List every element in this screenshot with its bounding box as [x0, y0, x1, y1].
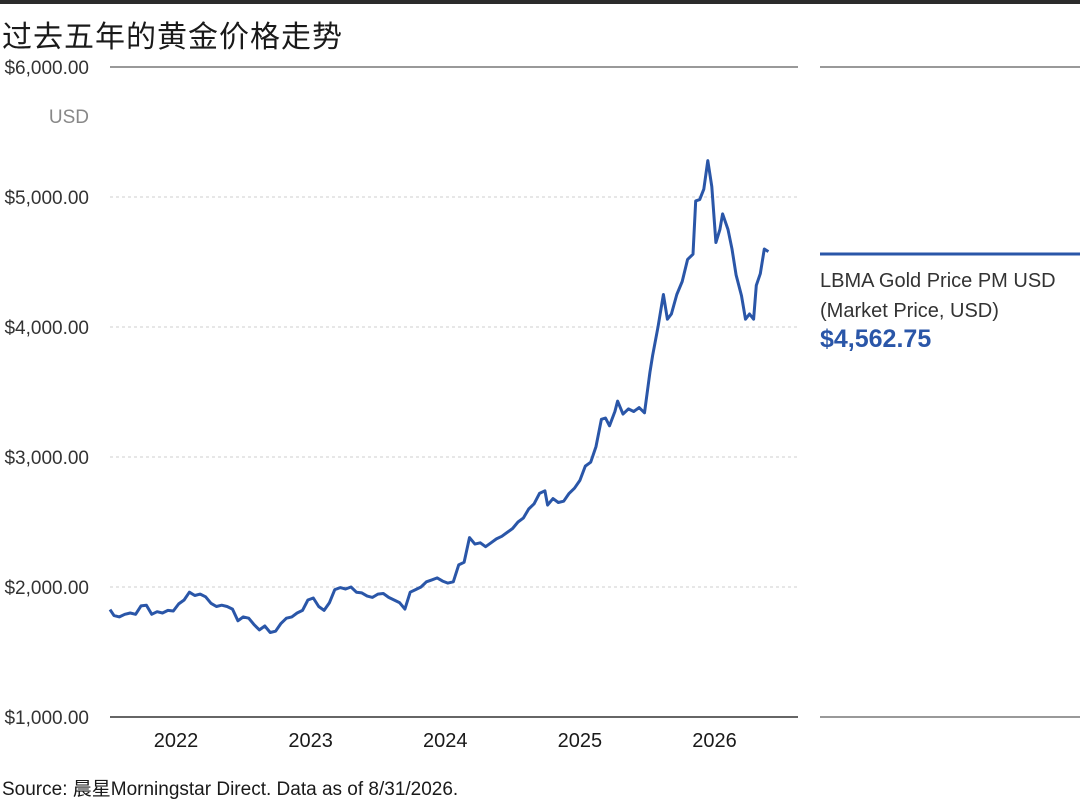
x-tick-label-2026: 2026 — [692, 730, 737, 752]
x-axis-ticks: 2022 2023 2024 2025 2026 — [154, 730, 737, 752]
series-line-gold-price — [108, 159, 770, 634]
legend-series-name-line2: (Market Price, USD) — [820, 300, 999, 322]
y-tick-label-3000: $3,000.00 — [4, 448, 89, 469]
y-axis-unit-label: USD — [49, 107, 89, 128]
grid-lines — [110, 66, 798, 588]
chart-title: 过去五年的黄金价格走势 — [2, 20, 343, 55]
y-tick-label-2000: $2,000.00 — [4, 578, 89, 599]
legend-latest-value: $4,562.75 — [820, 325, 932, 353]
x-tick-label-2024: 2024 — [423, 730, 468, 752]
x-tick-label-2025: 2025 — [558, 730, 603, 752]
legend-series-name: LBMA Gold Price PM USD (Market Price, US… — [820, 266, 1075, 326]
y-tick-label-6000: $6,000.00 — [4, 58, 89, 79]
legend-series-name-line1: LBMA Gold Price PM USD — [820, 270, 1056, 292]
source-note: Source: 晨星Morningstar Direct. Data as of… — [2, 779, 459, 800]
y-tick-label-4000: $4,000.00 — [4, 318, 89, 339]
top-rule — [0, 0, 1080, 4]
x-tick-label-2022: 2022 — [154, 730, 199, 752]
y-axis-ticks: $6,000.00 $5,000.00 $4,000.00 $3,000.00 $2,0… — [4, 58, 89, 729]
y-tick-label-1000: $1,000.00 — [4, 708, 89, 729]
x-tick-label-2023: 2023 — [288, 730, 333, 752]
y-tick-label-5000: $5,000.00 — [4, 188, 89, 209]
